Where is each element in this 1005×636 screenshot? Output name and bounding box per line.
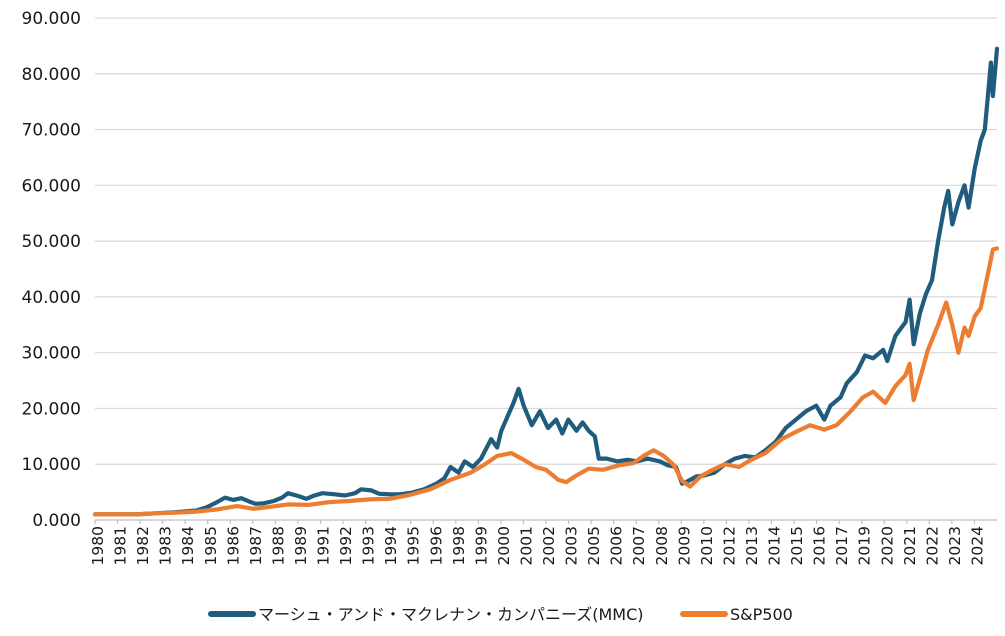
x-tick-label: 2020 [878,526,896,565]
x-tick-label: 2010 [698,526,716,565]
series-layer [92,46,1000,517]
x-tick-label: 2023 [946,526,964,565]
y-tick-label: 10.000 [22,455,81,475]
x-tick-label: 2021 [901,526,919,565]
x-tick-label: 2003 [563,526,581,565]
x-tick-label: 1993 [360,526,378,565]
x-tick-label: 1989 [292,526,310,565]
x-tick-label: 2017 [833,526,851,565]
x-tick-label: 1996 [427,526,445,565]
x-tick-label: 1980 [89,526,107,565]
x-tick-label: 1992 [337,526,355,565]
x-tick-label: 1995 [405,526,423,565]
legend: マーシュ・アンド・マクレナン・カンパニーズ(MMC) S&P500 [208,605,793,624]
x-tick-label: 1991 [315,526,333,565]
x-tick-label: 2000 [495,526,513,565]
y-tick-label: 20.000 [22,399,81,419]
x-tick-label: 2007 [630,526,648,565]
legend-label-mmc: マーシュ・アンド・マクレナン・カンパニーズ(MMC) [258,605,644,624]
x-tick-label: 2008 [653,526,671,565]
y-tick-label: 70.000 [22,121,81,141]
x-tick-label: 1994 [382,526,400,565]
x-tick-label: 1998 [450,526,468,565]
x-tick-label: 1987 [247,526,265,565]
x-tick-label: 1985 [202,526,220,565]
x-tick-label: 2006 [608,526,626,565]
x-tick-label: 2012 [720,526,738,565]
series-line-mmc [92,46,1000,517]
y-tick-label: 90.000 [22,9,81,29]
x-axis-ticks: 1980 1981 1982 1983 1984 1985 1986 1987 1988 1989… [89,520,986,565]
x-tick-label: 2009 [675,526,693,565]
y-tick-label: 0.000 [32,511,81,531]
series-line-sp500 [92,246,1000,517]
x-tick-label: 1982 [134,526,152,565]
y-tick-label: 30.000 [22,344,81,364]
x-tick-label: 1988 [269,526,287,565]
x-tick-label: 1999 [472,526,490,565]
x-tick-label: 2013 [743,526,761,565]
x-tick-label: 2014 [766,526,784,565]
y-tick-label: 50.000 [22,232,81,252]
x-tick-label: 1986 [224,526,242,565]
y-axis-ticks: 0.000 10.000 20.000 30.000 40.000 50.000 60.00… [22,9,81,531]
x-tick-label: 2019 [856,526,874,565]
x-tick-label: 1984 [179,526,197,565]
x-tick-label: 2022 [923,526,941,565]
legend-label-sp500: S&P500 [730,605,793,624]
x-tick-label: 1983 [157,526,175,565]
y-tick-label: 60.000 [22,176,81,196]
grid-layer [95,17,997,521]
x-tick-label: 2016 [811,526,829,565]
x-tick-label: 2005 [585,526,603,565]
x-tick-label: 2001 [517,526,535,565]
x-tick-label: 1981 [112,526,130,565]
y-tick-label: 80.000 [22,65,81,85]
x-tick-label: 2002 [540,526,558,565]
x-tick-label: 2015 [788,526,806,565]
y-tick-label: 40.000 [22,288,81,308]
x-tick-label: 2024 [968,526,986,565]
